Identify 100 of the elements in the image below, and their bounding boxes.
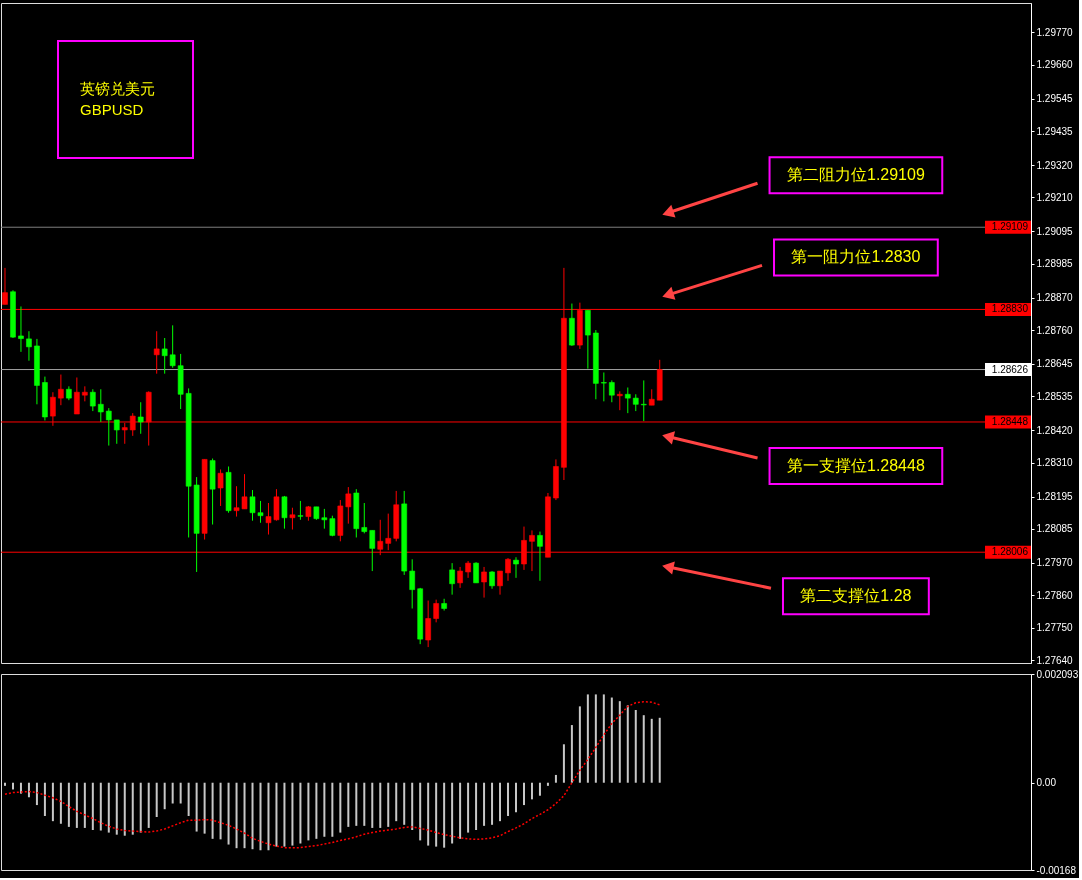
bar	[419, 782, 422, 841]
y-tick-label: 1.28085	[1036, 523, 1074, 535]
bar	[139, 782, 142, 833]
text: GBPUSD	[80, 101, 144, 118]
bar	[227, 782, 230, 845]
candlestick	[161, 337, 168, 375]
bar	[187, 782, 190, 816]
bar	[291, 782, 294, 846]
bar	[27, 782, 30, 798]
candlestick	[481, 566, 487, 599]
y-tick-label: 1.28420	[1036, 424, 1074, 436]
bar	[259, 782, 262, 851]
y-tick-label: 1.27860	[1036, 589, 1074, 601]
bar	[507, 782, 510, 816]
candlestick	[497, 570, 503, 596]
bar	[51, 782, 54, 822]
candlestick	[537, 531, 543, 582]
bar	[299, 782, 302, 844]
bar	[323, 782, 326, 837]
candlestick	[2, 267, 8, 305]
bar	[491, 782, 494, 825]
bar	[371, 782, 374, 828]
y-tick-label: 1.27750	[1036, 622, 1074, 634]
candlestick	[369, 529, 376, 572]
bar	[219, 782, 222, 840]
annotation: 第二支撑位1.28	[800, 587, 912, 605]
bar	[339, 782, 342, 833]
bar	[331, 782, 334, 837]
annotation: 第一阻力位1.2830	[791, 248, 921, 266]
bar	[3, 782, 6, 786]
ref-line-label: 1.28448	[991, 415, 1029, 427]
candlestick	[281, 495, 288, 530]
y-tick-label: 1.29770	[1036, 26, 1074, 38]
candlestick	[137, 401, 144, 435]
candlestick	[26, 330, 32, 362]
text: 英镑兑美元	[80, 80, 155, 97]
bar	[131, 782, 134, 835]
bar	[467, 782, 470, 833]
bar	[251, 782, 254, 850]
bar	[459, 782, 462, 839]
bar	[67, 782, 70, 827]
candlestick	[361, 502, 368, 534]
bar	[451, 782, 454, 844]
bar	[315, 782, 318, 839]
candlestick	[113, 419, 120, 445]
bar	[522, 782, 525, 806]
candlestick	[58, 374, 64, 406]
bar	[155, 782, 158, 818]
ref-line-label: 1.28626	[991, 363, 1029, 375]
y-tick-label: 1.28535	[1036, 390, 1074, 402]
candlestick	[449, 562, 455, 596]
y-tick-label: 1.27970	[1036, 557, 1074, 569]
bar	[530, 782, 533, 800]
bar	[363, 782, 366, 826]
y-tick-label: 1.29545	[1036, 93, 1074, 105]
candlestick	[217, 468, 224, 507]
y-tick-label: 1.28310	[1036, 457, 1074, 469]
bar	[179, 782, 182, 804]
bar	[618, 701, 621, 783]
bar	[75, 782, 78, 828]
candlestick	[457, 566, 463, 589]
candlestick	[289, 507, 296, 531]
ref-line-label: 1.29109	[991, 221, 1029, 233]
annotation: 第一支撑位1.28448	[786, 456, 925, 474]
candlestick	[409, 558, 415, 609]
bar	[427, 782, 430, 846]
candlestick	[441, 598, 447, 612]
y-tick-label: 1.29210	[1036, 191, 1074, 203]
bar	[211, 782, 214, 839]
candlestick	[609, 379, 615, 403]
bar	[586, 694, 589, 783]
candlestick	[169, 324, 176, 369]
bar	[594, 694, 597, 783]
bar	[115, 782, 118, 835]
bar	[203, 782, 206, 834]
y-tick-label: 1.28985	[1036, 258, 1074, 270]
y-tick-label: 0.00	[1036, 777, 1057, 789]
bar	[634, 710, 637, 783]
candlestick	[90, 388, 96, 412]
y-tick-label: 1.28195	[1036, 491, 1074, 503]
bar	[275, 782, 278, 847]
bar	[658, 717, 661, 783]
candlestick	[601, 371, 607, 402]
bar	[107, 782, 110, 833]
candlestick	[105, 407, 112, 447]
bar	[355, 782, 358, 826]
candlestick	[98, 388, 104, 423]
ref-line-label: 1.28830	[991, 303, 1029, 315]
candlestick	[153, 330, 160, 375]
bar	[602, 694, 605, 783]
bar	[307, 782, 310, 841]
bar	[267, 782, 270, 851]
bar	[562, 744, 565, 783]
bar	[411, 782, 414, 830]
bar	[91, 782, 94, 830]
y-tick-label: -0.00168	[1036, 864, 1077, 876]
y-tick-label: 1.29095	[1036, 225, 1074, 237]
bar	[435, 782, 438, 847]
candlestick	[385, 513, 392, 551]
bar	[483, 782, 486, 826]
